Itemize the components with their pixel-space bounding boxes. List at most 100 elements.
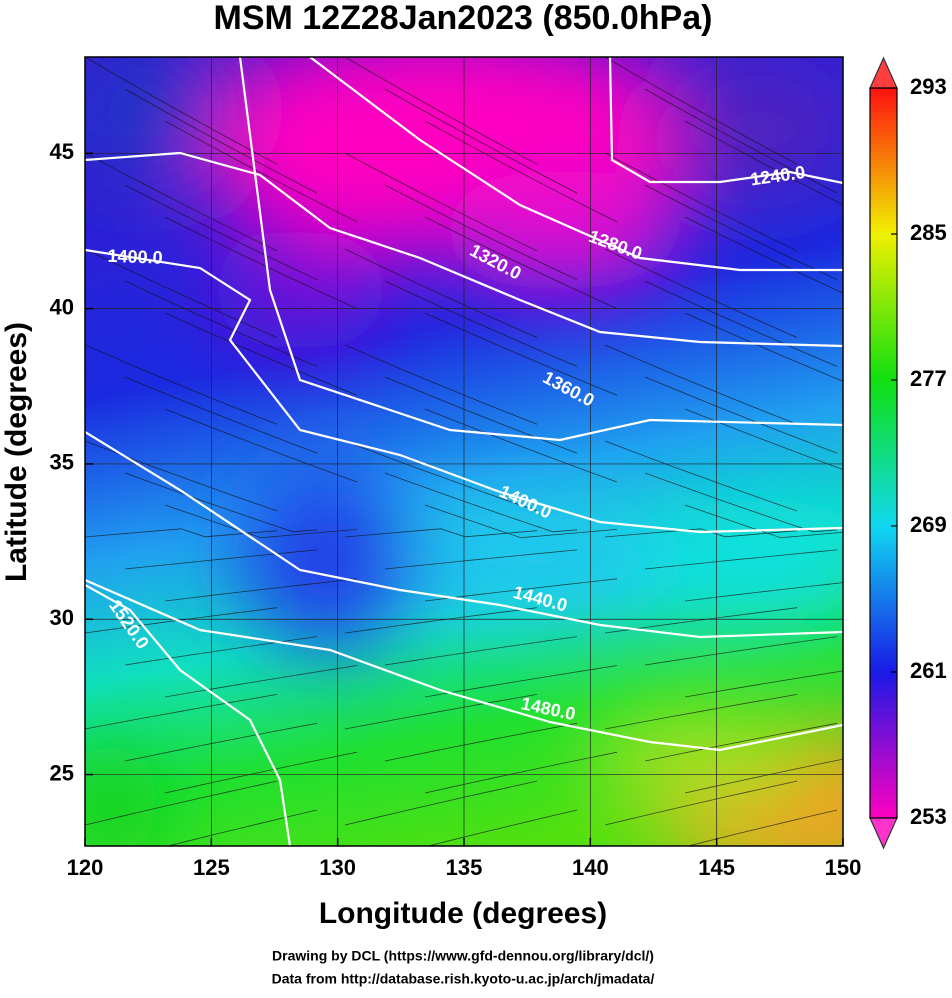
streamline xyxy=(644,722,838,762)
streamline xyxy=(424,120,618,223)
streamline xyxy=(424,751,618,794)
streamline xyxy=(164,312,358,396)
x-tick-label: 140 xyxy=(572,855,609,880)
streamline xyxy=(344,607,538,634)
colorbar-tick-label: 261 xyxy=(910,658,947,683)
streamline xyxy=(604,248,798,338)
streamline xyxy=(644,376,838,454)
field xyxy=(85,57,843,846)
streamline xyxy=(124,722,318,762)
streamline xyxy=(384,280,578,367)
x-axis-label: Longitude (degrees) xyxy=(319,897,607,930)
grid xyxy=(85,57,843,846)
colorbar-extend-top xyxy=(869,56,898,89)
streamline xyxy=(344,152,538,252)
colorbar-tick-label: 293 xyxy=(910,74,947,99)
streamline xyxy=(344,694,538,730)
streamline xyxy=(384,472,578,533)
streamline xyxy=(604,780,798,826)
streamline xyxy=(164,578,358,602)
streamline xyxy=(424,665,618,698)
streamline xyxy=(124,472,318,533)
streamline xyxy=(604,440,798,512)
streamline xyxy=(164,216,358,309)
streamline xyxy=(344,528,538,538)
streamline xyxy=(384,376,578,454)
streamline xyxy=(604,528,798,538)
contour-line xyxy=(85,151,843,348)
streamline xyxy=(344,440,538,512)
x-tick-label: 125 xyxy=(193,855,230,880)
streamline xyxy=(686,809,838,846)
streamline xyxy=(124,280,318,367)
colorbar-tick-label: 269 xyxy=(910,512,947,537)
y-tick-label: 35 xyxy=(50,450,74,475)
x-tick-label: 120 xyxy=(67,855,104,880)
streamline xyxy=(384,88,578,194)
streamline xyxy=(124,376,318,454)
streamline xyxy=(424,504,618,539)
x-tick-label: 150 xyxy=(825,855,862,880)
colorbar: 253 261 269 277 285 293 xyxy=(869,56,947,850)
x-tick-label: 130 xyxy=(319,855,356,880)
streamline xyxy=(604,694,798,730)
streamline xyxy=(85,344,278,425)
footer-line: Data from http://database.rish.kyoto-u.a… xyxy=(272,971,655,987)
streamline xyxy=(85,57,278,165)
colorbar-tick-label: 253 xyxy=(910,804,947,829)
streamline xyxy=(85,694,278,730)
streamline xyxy=(384,549,578,570)
streamline xyxy=(85,152,278,252)
streamline xyxy=(85,607,278,634)
contour-line xyxy=(238,57,843,442)
contour-line xyxy=(608,57,843,185)
contour-line xyxy=(85,578,843,752)
streamline xyxy=(164,751,358,794)
streamline xyxy=(344,344,538,425)
streamline xyxy=(344,248,538,338)
streamline xyxy=(124,636,318,666)
streamline xyxy=(85,440,278,512)
streamline xyxy=(424,408,618,483)
colorbar-scale xyxy=(869,87,898,819)
streamline xyxy=(384,722,578,762)
colorbar-tick-label: 285 xyxy=(910,220,947,245)
streamline xyxy=(424,312,618,396)
streamline xyxy=(644,636,838,666)
streamline xyxy=(164,120,358,223)
streamline xyxy=(164,504,358,539)
y-tick-label: 45 xyxy=(50,139,74,164)
streamline xyxy=(344,780,538,826)
footer-line: Drawing by DCL (https://www.gfd-dennou.o… xyxy=(272,948,654,964)
streamline xyxy=(644,88,838,194)
colorbar-tick-label: 277 xyxy=(910,366,947,391)
x-tick-label: 145 xyxy=(698,855,735,880)
streamline xyxy=(85,248,278,338)
streamline xyxy=(644,280,838,367)
y-axis-label: Latitude (degrees) xyxy=(0,322,33,582)
streamline xyxy=(124,184,318,281)
streamline xyxy=(644,184,838,281)
contour-label: 1400.0 xyxy=(107,246,163,268)
colorbar-extend-bottom xyxy=(869,817,898,850)
chart-title: MSM 12Z28Jan2023 (850.0hPa) xyxy=(214,0,713,37)
streamline xyxy=(384,184,578,281)
streamline xyxy=(644,549,838,570)
y-tick-label: 25 xyxy=(50,760,74,785)
contour-line xyxy=(85,584,292,846)
streamline xyxy=(124,88,318,194)
y-tick-label: 40 xyxy=(50,294,74,319)
streamline xyxy=(164,665,358,698)
contours xyxy=(85,57,843,846)
streamline xyxy=(604,152,798,252)
streamline xyxy=(424,216,618,309)
x-tick-label: 135 xyxy=(446,855,483,880)
streamline xyxy=(85,780,278,826)
contour-line xyxy=(309,57,843,272)
streamline xyxy=(384,636,578,666)
streamline xyxy=(164,408,358,483)
contour-line xyxy=(85,248,843,534)
streamline xyxy=(426,809,578,846)
streamline xyxy=(424,578,618,602)
